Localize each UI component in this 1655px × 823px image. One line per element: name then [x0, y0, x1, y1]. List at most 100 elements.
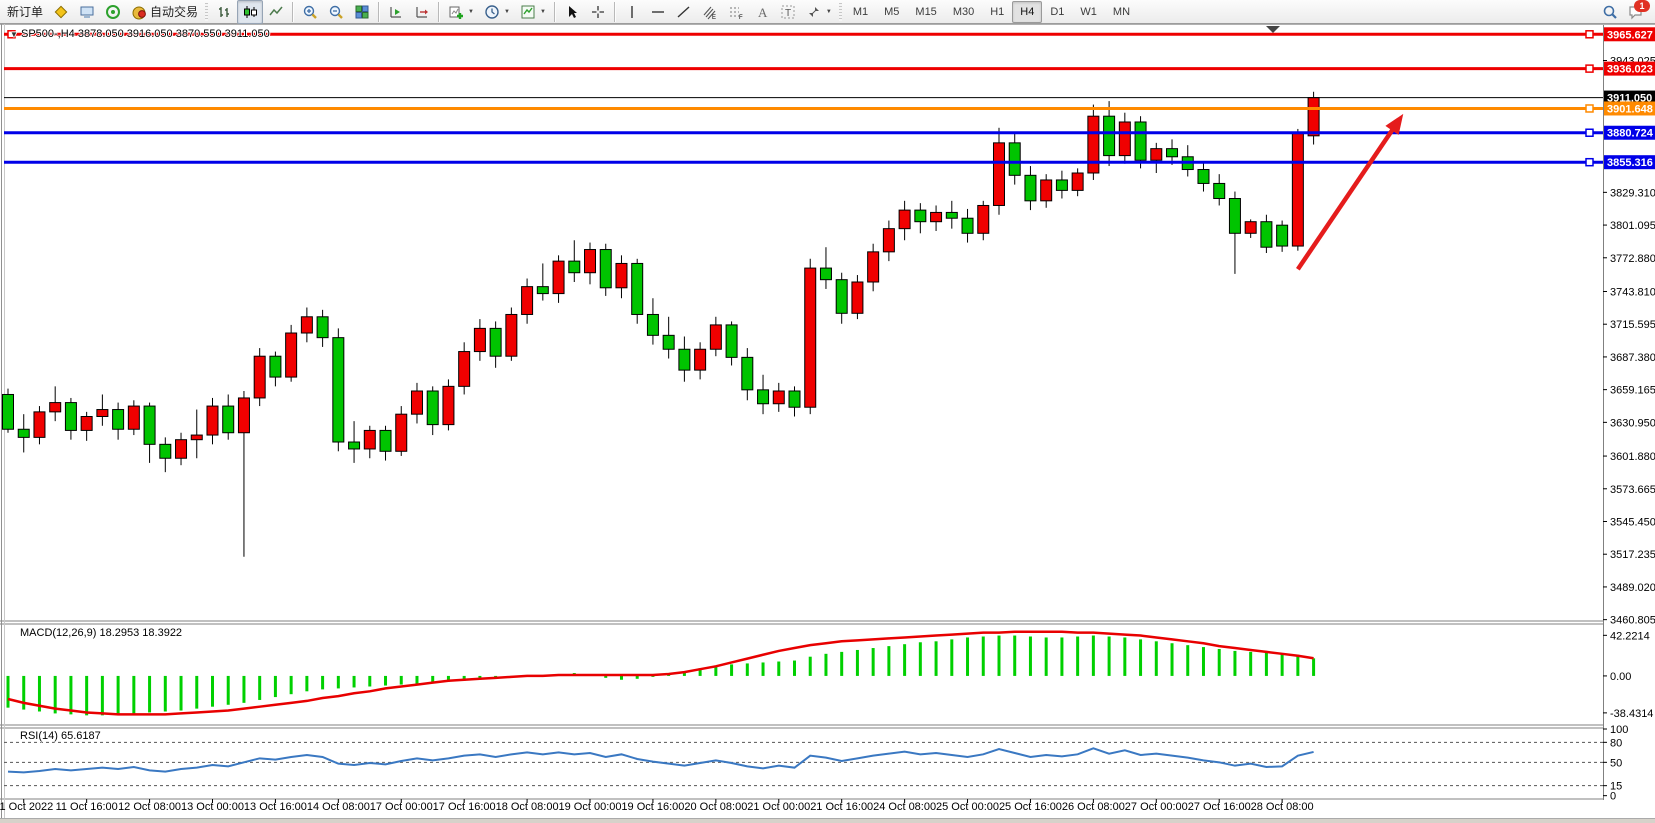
chart-title: ▼ SP500-,H4 3878.050 3916.050 3870.550 3… [10, 28, 270, 40]
chart-window: 3943.025 3829.310 3801.095 3772.880 3743.810… [0, 24, 1655, 823]
candle-bullish [930, 211, 943, 223]
hline-handle[interactable] [1585, 104, 1594, 113]
line-chart-icon[interactable] [263, 0, 289, 24]
time-axis-label: 13 Oct 16:00 [244, 801, 307, 813]
main-toolbar: 新订单 自动交易 ▼ ▼ ▼ E F A T ▼ M1 M5 M15 M30 H1 H4 D1 W1 MN 1 [0, 0, 1655, 24]
toolbar-separator [292, 1, 295, 22]
new-chart-button[interactable]: ▼ [443, 0, 479, 24]
candle-bullish [33, 411, 46, 438]
candle-bullish [410, 390, 423, 415]
hline-handle[interactable] [7, 30, 16, 39]
time-axis-label: 27 Oct 00:00 [1125, 801, 1188, 813]
template-icon [520, 4, 536, 20]
chart-menu-icon[interactable]: ▼ [10, 30, 18, 39]
candle-bullish [867, 251, 880, 283]
candle-bearish [961, 217, 974, 234]
chevron-down-icon: ▼ [539, 8, 546, 15]
bar-chart-icon[interactable] [211, 0, 237, 24]
timeframe-mn-button[interactable]: MN [1112, 5, 1131, 18]
fibonacci-icon[interactable]: F [723, 0, 749, 24]
time-axis-label: 25 Oct 16:00 [999, 801, 1062, 813]
timeframe-h4-button[interactable]: H4 [1012, 0, 1043, 23]
candle-bullish [1071, 172, 1084, 191]
zoom-in-icon[interactable] [297, 0, 323, 24]
period-button[interactable]: ▼ [479, 0, 515, 24]
candle-bearish [599, 249, 612, 289]
autotrade-button[interactable]: 自动交易 [126, 0, 203, 24]
new-chart-icon [448, 4, 464, 20]
timeframe-m1-button[interactable]: M1 [852, 5, 869, 18]
search-icon [1602, 4, 1618, 20]
timeframe-m30-button[interactable]: M30 [952, 5, 975, 18]
vertical-line-icon[interactable] [619, 0, 645, 24]
timeframe-m5-button[interactable]: M5 [884, 5, 900, 18]
crosshair-icon [590, 4, 606, 20]
horizontal-line-icon[interactable] [645, 0, 671, 24]
search-button[interactable] [1597, 0, 1623, 24]
label-icon[interactable]: T [775, 0, 801, 24]
trendline-icon[interactable] [671, 0, 697, 24]
time-axis-label: 14 Oct 08:00 [307, 801, 370, 813]
hline-handle[interactable] [1585, 30, 1594, 39]
market-watch-icon[interactable] [74, 0, 100, 24]
text-icon[interactable]: A [749, 0, 775, 24]
candle-bearish [1103, 115, 1116, 157]
chart-shift-icon[interactable] [409, 0, 435, 24]
candle-bearish [757, 389, 770, 405]
chart-shift-marker[interactable] [1266, 26, 1280, 33]
channel-icon[interactable]: E [697, 0, 723, 24]
candlestick-series [2, 91, 1320, 557]
candle-bullish [363, 429, 376, 450]
shapes-button[interactable]: ▼ [801, 0, 837, 24]
time-axis-label: 19 Oct 00:00 [559, 801, 622, 813]
rsi-tick-label: 0 [1610, 791, 1616, 803]
candle-bearish [1260, 221, 1273, 248]
trend-arrow-annotation[interactable] [1295, 113, 1404, 271]
toolbar-separator [613, 1, 616, 22]
price-line-badge [1604, 27, 1655, 42]
timeframe-d1-button[interactable]: D1 [1050, 5, 1065, 18]
tile-windows-icon[interactable] [349, 0, 375, 24]
signals-icon [105, 4, 121, 20]
candle-bullish [1244, 221, 1257, 234]
timeframe-m15-button[interactable]: M15 [915, 5, 937, 18]
price-line-badge-label: 3965.627 [1607, 29, 1653, 41]
new-order-button[interactable]: 新订单 [2, 0, 48, 24]
candle-bullish [584, 249, 597, 274]
shapes-icon [806, 4, 822, 20]
hline-handle[interactable] [1585, 157, 1594, 167]
hline-handle[interactable] [1585, 128, 1594, 137]
candle-bearish [348, 441, 361, 450]
candle-bearish [426, 390, 439, 426]
zoom-out-icon[interactable] [323, 0, 349, 24]
candle-bearish [819, 267, 832, 281]
price-tick-label: 3772.880 [1610, 253, 1655, 265]
timeframe-h1-button[interactable]: H1 [990, 5, 1005, 18]
candlestick-chart-icon [242, 4, 258, 20]
candle-bullish [521, 286, 534, 315]
template-button[interactable]: ▼ [515, 0, 551, 24]
candlestick-chart-icon[interactable] [237, 0, 264, 24]
time-axis-label: 20 Oct 08:00 [684, 801, 747, 813]
timeframe-w1-button[interactable]: W1 [1080, 5, 1097, 18]
crosshair-icon[interactable] [585, 0, 611, 24]
price-tick-label: 3573.665 [1610, 484, 1655, 496]
signals-icon[interactable] [100, 0, 126, 24]
price-line-badge-label: 3855.316 [1607, 157, 1653, 169]
chart-window-icon[interactable] [48, 0, 74, 24]
candle-bearish [1228, 198, 1241, 234]
candle-bullish [772, 390, 785, 405]
auto-scroll-icon[interactable] [383, 0, 409, 24]
chart-canvas[interactable]: 3943.0253829.3103801.0953772.8803743.810… [0, 24, 1655, 823]
hline-handle[interactable] [1585, 64, 1594, 73]
price-tick-label: 3743.810 [1610, 286, 1655, 298]
time-axis-label: 28 Oct 08:00 [1251, 801, 1314, 813]
cursor-icon[interactable] [559, 0, 585, 24]
price-tick-label: 3687.380 [1610, 352, 1655, 364]
time-axis: 11 Oct 2022 11 Oct 16:00 12 Oct 08:00 13 Oc… [0, 799, 1314, 813]
notifications-button[interactable]: 1 [1623, 0, 1650, 24]
price-line-badge [1604, 61, 1655, 76]
candle-bearish [1055, 179, 1068, 191]
